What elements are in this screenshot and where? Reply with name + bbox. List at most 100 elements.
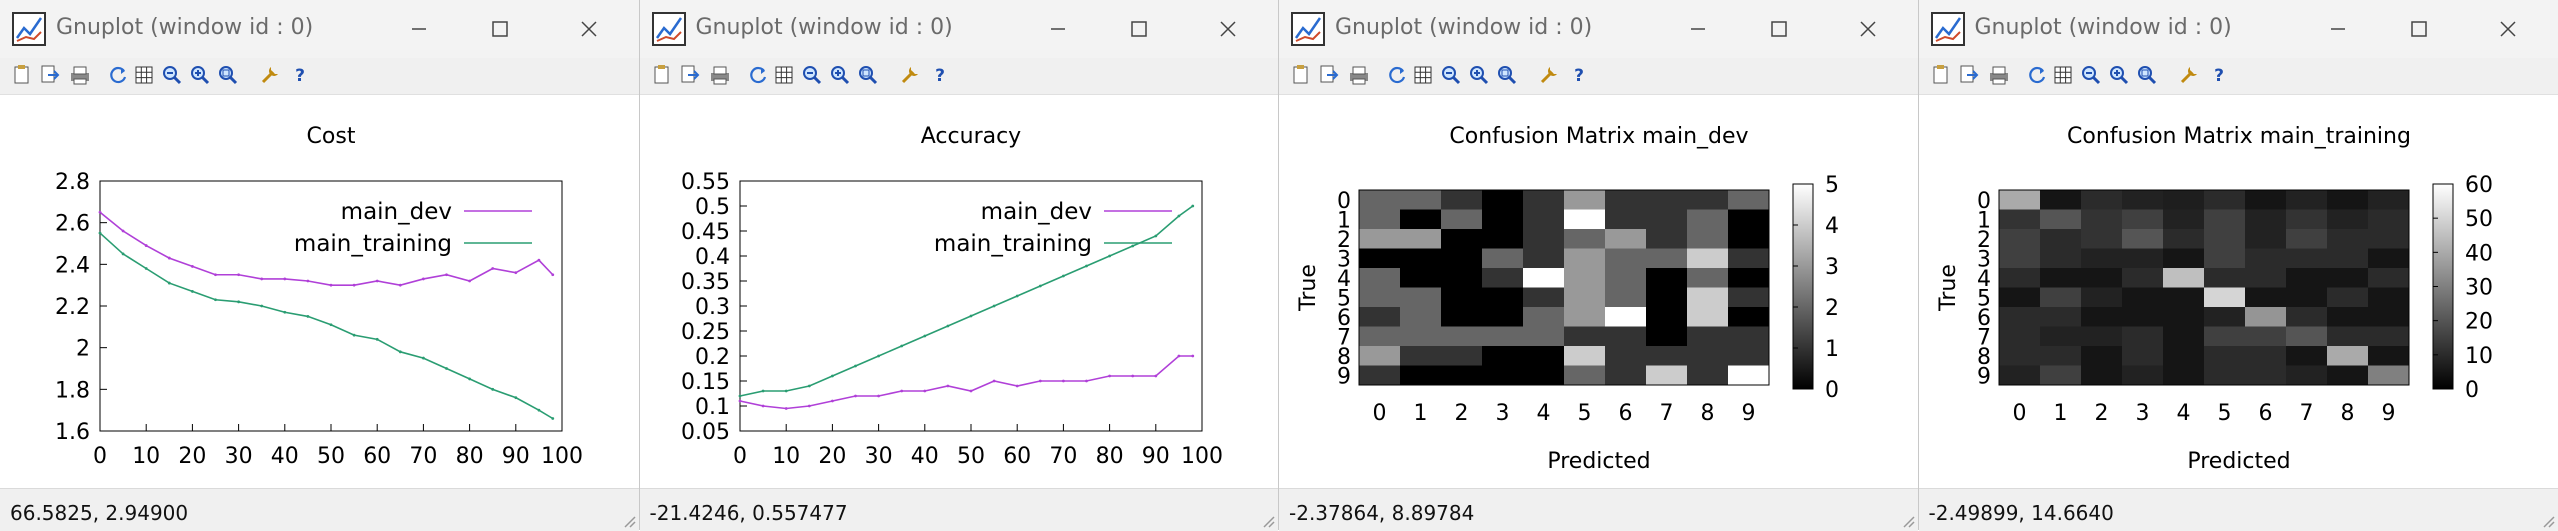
data-point [353,334,356,337]
resize-grip-icon[interactable] [1898,511,1916,529]
maximize-button[interactable] [1758,10,1798,48]
minimize-button[interactable] [399,10,439,48]
print-icon[interactable] [1987,63,2011,87]
replot-icon[interactable] [2025,63,2049,87]
autoscale-icon[interactable] [1495,63,1519,87]
close-button[interactable] [1848,10,1888,48]
heatmap-cell [1523,307,1565,327]
resize-grip-icon[interactable] [619,511,637,529]
zoom-next-icon[interactable] [828,63,852,87]
title-bar[interactable]: Gnuplot (window id : 0) [1919,0,2558,58]
heatmap-cell [1400,366,1442,386]
x-tick-label: 2 [1455,401,1469,426]
data-point [237,300,240,303]
replot-icon[interactable] [746,63,770,87]
export-icon[interactable] [1957,63,1981,87]
copy-icon[interactable] [1929,63,1953,87]
heatmap-cell [1400,307,1442,327]
copy-icon[interactable] [10,63,34,87]
grid-icon[interactable] [132,63,156,87]
toolbar: ? [640,58,1279,95]
help-icon[interactable]: ? [928,63,952,87]
heatmap-cell [1441,327,1483,347]
heatmap-cell [2368,327,2410,347]
heatmap-cell [2245,229,2287,249]
zoom-next-icon[interactable] [2107,63,2131,87]
print-icon[interactable] [1347,63,1371,87]
zoom-previous-icon[interactable] [1439,63,1463,87]
close-button[interactable] [569,10,609,48]
grid-icon[interactable] [1411,63,1435,87]
options-icon[interactable] [1537,63,1561,87]
autoscale-icon[interactable] [2135,63,2159,87]
zoom-previous-icon[interactable] [800,63,824,87]
grid-icon[interactable] [2051,63,2075,87]
mouse-coordinates: 66.5825, 2.94900 [10,501,188,525]
x-tick-label: 30 [225,444,253,469]
minimize-button[interactable] [1678,10,1718,48]
zoom-next-icon[interactable] [188,63,212,87]
close-button[interactable] [1208,10,1248,48]
zoom-previous-icon[interactable] [2079,63,2103,87]
heatmap-cell [2081,190,2123,210]
export-icon[interactable] [38,63,62,87]
print-icon[interactable] [68,63,92,87]
export-icon[interactable] [1317,63,1341,87]
help-icon[interactable]: ? [2207,63,2231,87]
replot-icon[interactable] [1385,63,1409,87]
zoom-previous-icon[interactable] [160,63,184,87]
replot-icon[interactable] [106,63,130,87]
title-bar[interactable]: Gnuplot (window id : 0) [640,0,1279,58]
data-point [992,380,995,383]
heatmap-cell [1359,327,1401,347]
resize-grip-icon[interactable] [1258,511,1276,529]
minimize-button[interactable] [1038,10,1078,48]
export-icon[interactable] [678,63,702,87]
data-point [445,367,448,370]
maximize-button[interactable] [1118,10,1158,48]
options-icon[interactable] [2177,63,2201,87]
heatmap-cell [2163,288,2205,308]
close-button[interactable] [2488,10,2528,48]
help-icon[interactable]: ? [288,63,312,87]
autoscale-icon[interactable] [216,63,240,87]
data-point [1062,380,1065,383]
gnuplot-window-confusion-dev[interactable]: Gnuplot (window id : 0) ? Confusion Matr… [1279,0,1919,530]
data-point [168,257,171,260]
resize-grip-icon[interactable] [2538,511,2556,529]
x-tick-label: 3 [2135,401,2149,426]
x-tick-label: 4 [2176,401,2190,426]
heatmap-cell [1359,190,1401,210]
copy-icon[interactable] [650,63,674,87]
zoom-next-icon[interactable] [1467,63,1491,87]
print-icon[interactable] [708,63,732,87]
maximize-button[interactable] [479,10,519,48]
grid-icon[interactable] [772,63,796,87]
x-axis-label: Predicted [1547,449,1650,474]
heatmap-cell [1482,327,1524,347]
heatmap-cell [2081,366,2123,386]
autoscale-icon[interactable] [856,63,880,87]
title-bar[interactable]: Gnuplot (window id : 0) [1279,0,1918,58]
maximize-button[interactable] [2398,10,2438,48]
heatmap-cell [1687,288,1729,308]
copy-icon[interactable] [1289,63,1313,87]
options-icon[interactable] [898,63,922,87]
options-icon[interactable] [258,63,282,87]
minimize-button[interactable] [2318,10,2358,48]
title-bar[interactable]: Gnuplot (window id : 0) [0,0,639,58]
y-tick-label: 0.1 [695,395,730,420]
help-icon[interactable]: ? [1567,63,1591,87]
data-point [514,396,517,399]
gnuplot-window-confusion-training[interactable]: Gnuplot (window id : 0) ? Confusion Matr… [1919,0,2558,530]
